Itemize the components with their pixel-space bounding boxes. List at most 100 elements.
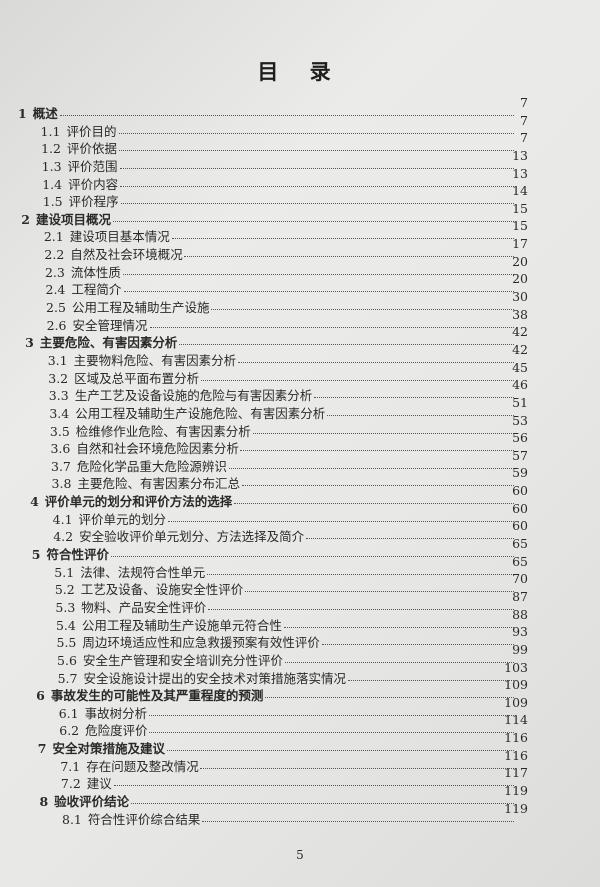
toc-entry[interactable]: 3.2 区域及总平面布置分析 45 [18,360,528,386]
toc-entry-page: 109 [504,694,528,710]
toc-entry-number: 3.2 [48,370,69,386]
toc-entry[interactable]: 1.4 评价内容 13 [18,165,528,192]
toc-entry-page: 13 [512,165,528,181]
toc-entry-label: 2.1 建设项目基本情况 [44,226,170,245]
toc-entry-number: 4.1 [52,511,73,527]
toc-entry-text: 主要危险、有害因素分布汇总 [77,476,240,492]
toc-entry[interactable]: 1.3 评价范围 13 [18,148,528,174]
toc-entry[interactable]: 5.2 工艺及设备、设施安全性评价 70 [18,571,528,597]
toc-entry[interactable]: 3.3 生产工艺及设备设施的危险与有害因素分析 46 [18,377,528,403]
toc-entry[interactable]: 7.1 存在问题及整改情况 116 [18,748,528,774]
toc-leader-dots [119,132,514,134]
toc-entry[interactable]: 6.1 事故树分析 109 [18,694,528,721]
toc-entry-text: 评价程序 [68,194,119,210]
toc-entry[interactable]: 8.1 符合性评价综合结果 119 [18,801,528,827]
toc-leader-dots [208,608,514,610]
toc-entry[interactable]: 1.2 评价依据 7 [18,130,528,156]
toc-entry[interactable]: 7 安全对策措施及建议 116 [18,730,528,756]
toc-entry[interactable]: 1.5 评价程序 14 [18,183,528,209]
page-number: 5 [296,848,304,862]
toc-entry[interactable]: 8 验收评价结论 119 [18,782,528,809]
toc-entry[interactable]: 7.2 建议 117 [18,765,528,791]
toc-entry[interactable]: 4.1 评价单元的划分 60 [18,500,528,527]
toc-entry[interactable]: 4.2 安全验收评价单元划分、方法选择及简介 60 [18,518,528,544]
toc-entry-number: 5.4 [55,617,76,633]
toc-entry[interactable]: 1.1 评价目的 7 [18,113,528,139]
toc-entry-label: 2.6 安全管理情况 [47,315,148,334]
toc-entry-number: 6 [36,688,45,704]
toc-entry[interactable]: 2.1 建设项目基本情况 15 [18,218,528,244]
toc-entry-text: 事故树分析 [84,705,148,721]
toc-entry[interactable]: 1 概述 7 [18,95,528,121]
toc-entry[interactable]: 2.3 流体性质 20 [18,254,528,280]
toc-entry[interactable]: 2.4 工程简介 20 [18,271,529,297]
toc-entry-text: 公用工程及辅助生产设施 [71,300,210,316]
toc-leader-dots [348,679,514,681]
toc-leader-dots [120,167,514,169]
toc-entry-page: 42 [512,324,528,340]
toc-entry[interactable]: 3.5 检维修作业危险、有害因素分析 53 [18,413,528,439]
toc-entry-number: 1.3 [41,158,62,174]
toc-entry-page: 15 [512,218,528,234]
toc-leader-dots [167,750,514,752]
toc-leader-dots [113,220,514,222]
toc-entry-number: 2.1 [43,229,64,245]
toc-entry[interactable]: 2 建设项目概况 15 [18,201,528,227]
toc-leader-dots [327,414,514,416]
toc-entry[interactable]: 5.5 周边环境适应性和应急救援预案有效性评价 93 [18,624,529,650]
toc-entry[interactable]: 5.3 物料、产品安全性评价 87 [18,589,528,615]
toc-entry-text: 概述 [32,106,58,121]
toc-entry-label: 8 验收评价结论 [39,791,129,810]
toc-entry[interactable]: 6 事故发生的可能性及其严重程度的预测 109 [18,677,528,703]
toc-entry-label: 5.5 周边环境适应性和应急救援预案有效性评价 [57,632,320,651]
toc-entry[interactable]: 3.7 危险化学品重大危险源辨识 57 [18,448,528,474]
toc-leader-dots [242,485,514,487]
toc-entry-text: 危险度评价 [85,723,148,739]
toc-leader-dots [179,344,514,346]
toc-entry-page: 116 [504,730,528,746]
toc-entry-page: 7 [520,130,528,146]
toc-entry[interactable]: 3 主要危险、有害因素分析 42 [18,324,528,350]
toc-entry-text: 符合性评价综合结果 [87,811,201,827]
toc-entry[interactable]: 3.1 主要物料危险、有害因素分析 42 [18,341,528,368]
toc-entry-number: 5.6 [57,652,77,668]
toc-entry-number: 1.2 [41,141,61,157]
toc-entry-page: 60 [512,500,528,516]
toc-entry[interactable]: 2.6 安全管理情况 38 [18,307,528,333]
toc-entry[interactable]: 3.4 公用工程及辅助生产设施危险、有害因素分析 51 [18,395,528,421]
toc-entry-page: 117 [504,765,528,781]
toc-entry-number: 1.5 [42,194,63,210]
toc-entry-label: 8.1 符合性评价综合结果 [62,809,200,828]
toc-entry-page: 99 [512,641,528,657]
toc-entry[interactable]: 3.6 自然和社会环境危险因素分析 56 [18,430,528,456]
toc-entry-number: 5.7 [57,670,78,686]
toc-entry[interactable]: 5.1 法律、法规符合性单元 65 [18,554,528,580]
toc-leader-dots [306,538,514,540]
toc-entry[interactable]: 4 评价单元的划分和评价方法的选择 60 [18,483,528,509]
toc-entry[interactable]: 5.7 安全设施设计提出的安全技术对策措施落实情况 103 [18,660,528,686]
toc-entry-number: 3.8 [51,476,72,492]
toc-entry[interactable]: 6.2 危险度评价 114 [18,712,528,738]
toc-entry-number: 6.1 [58,705,79,721]
toc-entry-page: 46 [512,377,528,393]
toc-leader-dots [253,432,514,434]
toc-entry-label: 2.4 工程简介 [46,279,122,298]
toc-entry-label: 7 安全对策措施及建议 [38,738,165,757]
toc-entry-page: 119 [504,782,528,798]
toc-entry-text: 自然及社会环境概况 [70,247,183,263]
toc-entry-label: 4.1 评价单元的划分 [53,509,166,528]
toc-entry[interactable]: 2.2 自然及社会环境概况 17 [18,236,528,262]
toc-entry-page: 42 [512,341,528,357]
toc-entry[interactable]: 2.5 公用工程及辅助生产设施 30 [18,289,528,315]
toc-entry[interactable]: 5 符合性评价 65 [18,536,528,562]
toc-entry-text: 工程简介 [71,282,122,298]
toc-leader-dots [265,697,514,699]
toc-entry-number: 3.1 [47,352,68,368]
toc-entry[interactable]: 3.8 主要危险、有害因素分布汇总 59 [18,465,528,491]
toc-entry-text: 主要危险、有害因素分析 [39,335,178,351]
toc-entry[interactable]: 5.6 安全生产管理和安全培训充分性评价 99 [18,641,528,668]
toc-entry-label: 3.3 生产工艺及设备设施的危险与有害因素分析 [49,385,312,404]
toc-entry[interactable]: 5.4 公用工程及辅助生产设施单元符合性 88 [18,607,528,633]
toc-entry-text: 评价内容 [68,176,119,192]
toc-entry-number: 1.1 [40,123,61,139]
